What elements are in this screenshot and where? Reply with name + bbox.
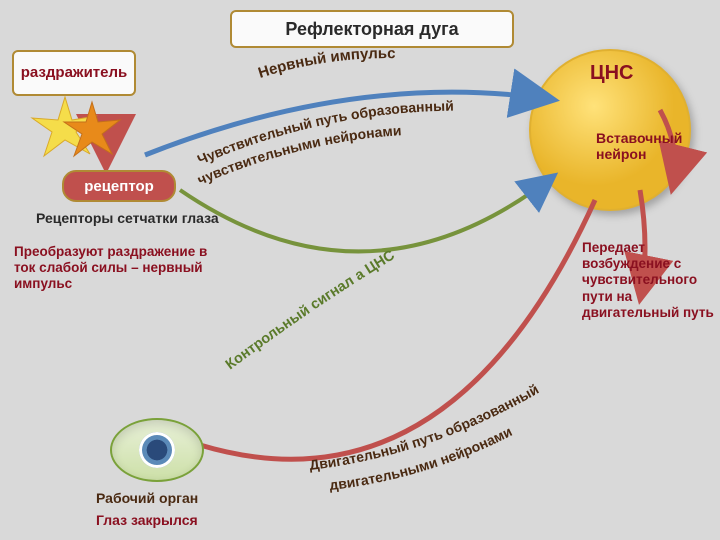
transfer-label: Передает возбуждение с чувствительного п… <box>582 240 717 321</box>
svg-text:двигательными нейронами: двигательными нейронами <box>328 423 514 493</box>
retina-title: Рецепторы сетчатки глаза <box>36 210 226 226</box>
sensory-arc <box>145 92 555 155</box>
organ-action: Глаз закрылся <box>96 512 198 528</box>
svg-text:Чувствительный путь образованн: Чувствительный путь образованный <box>195 98 454 168</box>
svg-text:Нервный импульс: Нервный импульс <box>256 45 395 82</box>
motor-arc <box>200 200 595 459</box>
control-arc <box>180 175 555 251</box>
interneuron-label: Вставочный нейрон <box>596 130 716 162</box>
main-title: Рефлекторная дуга <box>230 10 514 48</box>
retina-desc: Преобразуют раздражение в ток слабой сил… <box>14 244 229 293</box>
receptor-box: рецептор <box>62 170 176 202</box>
sensory-path-l2: чувствительными нейронами <box>195 122 402 188</box>
control-label: Контрольный сигнал а ЦНС <box>223 247 398 373</box>
motor-path-l2: двигательными нейронами <box>328 423 514 493</box>
organ-label: Рабочий орган <box>96 490 198 506</box>
impulse-label: Нервный импульс <box>256 45 395 82</box>
svg-text:Контрольный сигнал а ЦНС: Контрольный сигнал а ЦНС <box>223 247 398 373</box>
svg-text:Двигательный путь образованный: Двигательный путь образованный <box>308 381 541 473</box>
spark-icon-svg <box>30 92 130 172</box>
stimulus-box: раздражитель <box>12 50 136 96</box>
sensory-path-l1: Чувствительный путь образованный <box>195 98 454 168</box>
cns-label: ЦНС <box>590 62 634 85</box>
eye-icon <box>110 418 204 482</box>
motor-path-l1: Двигательный путь образованный <box>308 381 541 473</box>
svg-text:чувствительными нейронами: чувствительными нейронами <box>195 122 402 188</box>
